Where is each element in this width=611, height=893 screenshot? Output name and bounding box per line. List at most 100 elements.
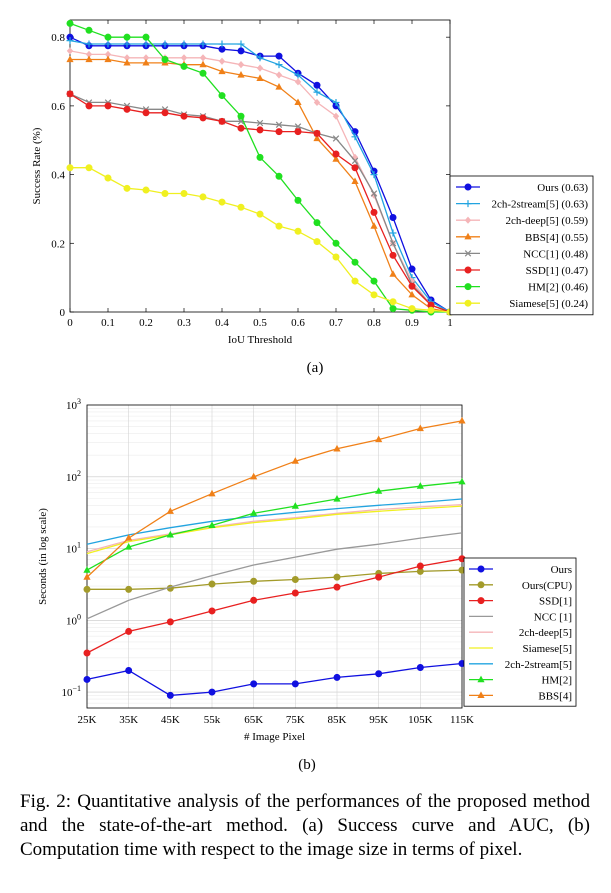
data-point xyxy=(250,680,258,688)
data-point xyxy=(294,71,302,79)
data-point xyxy=(142,186,150,194)
data-point xyxy=(85,164,93,172)
data-point xyxy=(66,47,74,55)
y-tick-label: 0 xyxy=(60,307,66,319)
series-ncc-1-0-48 xyxy=(66,90,454,316)
data-point xyxy=(416,482,424,489)
data-point xyxy=(313,134,321,142)
data-point xyxy=(237,70,245,78)
data-point xyxy=(375,573,383,581)
data-point xyxy=(199,69,207,77)
data-point xyxy=(408,305,416,313)
data-point xyxy=(294,123,302,130)
y-axis-label: Success Rate (%) xyxy=(31,127,43,204)
x-tick-label: 0.1 xyxy=(101,317,115,329)
series-ours xyxy=(83,660,466,699)
series-line xyxy=(86,505,463,555)
data-point xyxy=(332,253,340,261)
legend-label: BBS[4] xyxy=(538,690,572,702)
data-point xyxy=(351,177,359,185)
data-point xyxy=(256,119,264,127)
data-point xyxy=(125,627,133,635)
x-tick-label: 0.3 xyxy=(177,317,191,329)
data-point xyxy=(199,40,207,48)
x-tick-label: 65K xyxy=(244,714,263,726)
data-point xyxy=(389,251,397,259)
data-point xyxy=(66,19,74,27)
data-point xyxy=(66,164,74,172)
data-point xyxy=(291,680,299,688)
x-tick-label: 105K xyxy=(408,714,433,726)
data-point xyxy=(375,487,383,494)
data-point xyxy=(333,495,341,502)
series-ours-cpu xyxy=(83,566,466,593)
legend-label: 2ch-2stream[5] xyxy=(505,659,572,671)
data-point xyxy=(294,227,302,235)
data-point xyxy=(104,50,112,58)
data-point xyxy=(275,71,283,79)
data-point xyxy=(256,64,264,72)
data-point xyxy=(294,128,302,136)
x-tick-label: 0.7 xyxy=(329,317,343,329)
data-point xyxy=(375,670,383,678)
data-point xyxy=(333,583,341,591)
data-point xyxy=(237,112,245,120)
data-point xyxy=(370,171,378,179)
legend-label: 2ch-deep[5] (0.59) xyxy=(506,215,589,227)
subfigure-label-b: (b) xyxy=(298,757,316,773)
data-point xyxy=(313,219,321,227)
data-point xyxy=(237,203,245,211)
data-point xyxy=(218,67,226,75)
data-point xyxy=(416,664,424,672)
data-point xyxy=(458,477,466,485)
data-point xyxy=(332,155,340,162)
x-tick-label: 115K xyxy=(450,714,474,726)
data-point xyxy=(408,290,416,298)
data-point xyxy=(208,580,216,588)
data-point xyxy=(218,198,226,206)
x-axis-label: # Image Pixel xyxy=(244,731,305,743)
legend-marker xyxy=(477,581,485,589)
legend-label: 2ch-deep[5] xyxy=(519,627,572,639)
legend-label: BBS[4] (0.55) xyxy=(525,232,588,244)
data-point xyxy=(256,153,264,161)
x-tick-label: 35K xyxy=(119,714,138,726)
data-point xyxy=(123,58,131,66)
data-point xyxy=(389,240,397,247)
data-point xyxy=(370,277,378,285)
x-tick-label: 85K xyxy=(328,714,347,726)
data-point xyxy=(237,40,245,48)
data-point xyxy=(256,126,264,134)
data-point xyxy=(180,54,188,62)
data-point xyxy=(275,172,283,180)
data-point xyxy=(123,54,131,62)
data-point xyxy=(142,40,150,48)
data-point xyxy=(104,174,112,182)
data-point xyxy=(218,117,226,125)
series-bbs-4 xyxy=(83,416,466,580)
data-point xyxy=(125,534,133,541)
series-line xyxy=(86,481,463,571)
data-point xyxy=(83,585,91,593)
data-point xyxy=(389,214,397,222)
data-point xyxy=(208,688,216,696)
subfigure-label-a: (a) xyxy=(307,360,324,376)
series-hm-2 xyxy=(83,477,466,573)
legend-label: Ours xyxy=(551,564,572,576)
data-point xyxy=(333,573,341,581)
legend-label: Ours (0.63) xyxy=(537,182,588,194)
x-tick-label: 25K xyxy=(78,714,97,726)
data-point xyxy=(180,189,188,197)
x-tick-label: 0.4 xyxy=(215,317,229,329)
plot-frame-b xyxy=(86,404,463,709)
data-point xyxy=(389,229,397,237)
data-point xyxy=(458,416,466,424)
data-point xyxy=(370,222,378,229)
data-point xyxy=(389,270,397,277)
data-point xyxy=(85,50,93,58)
data-point xyxy=(142,109,150,117)
data-point xyxy=(416,424,424,432)
data-point xyxy=(370,208,378,216)
data-point xyxy=(332,135,340,142)
legend-label: SSD[1] xyxy=(539,596,572,608)
